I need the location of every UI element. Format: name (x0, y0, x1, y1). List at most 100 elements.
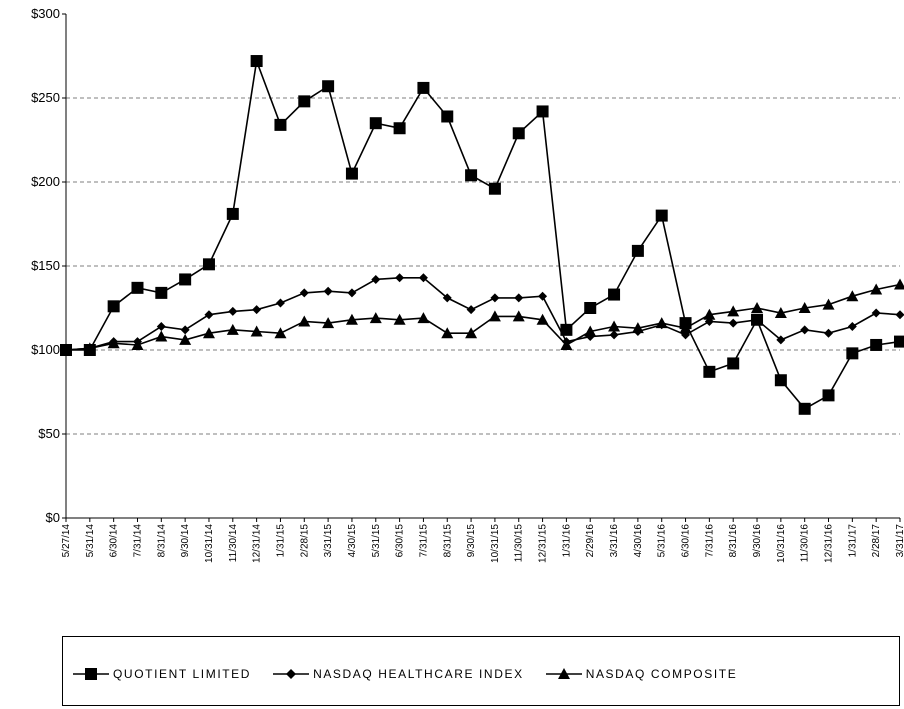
x-tick-label: 3/31/16 (609, 524, 620, 558)
data-point (322, 80, 335, 93)
data-point (107, 337, 120, 349)
legend-item-healthcare: NASDAQ HEALTHCARE INDEX (273, 667, 524, 681)
data-point (228, 306, 238, 316)
data-point (83, 342, 96, 354)
data-point (156, 321, 166, 331)
data-point (870, 283, 883, 295)
x-tick-label: 7/31/14 (132, 524, 143, 558)
data-point (204, 310, 214, 320)
diamond-marker-icon (273, 669, 310, 679)
x-tick-label: 10/31/15 (490, 524, 501, 563)
data-point (584, 325, 597, 337)
x-tick-label: 5/31/14 (85, 524, 96, 558)
y-axis-ticks: $0 $50 $100 $150 $200 $250 $300 (31, 6, 60, 525)
x-tick-label: 2/28/15 (299, 524, 310, 558)
data-point (441, 110, 454, 123)
data-point (131, 281, 144, 294)
data-point (488, 182, 501, 195)
y-tick-label: $50 (38, 426, 60, 441)
triangle-marker-icon (545, 668, 582, 679)
data-point (369, 312, 382, 324)
x-tick-label: 12/31/14 (252, 524, 263, 563)
data-point (776, 335, 786, 345)
data-point (250, 325, 263, 337)
data-point (252, 305, 262, 315)
x-tick-label: 5/31/15 (371, 524, 382, 558)
y-tick-label: $250 (31, 90, 60, 105)
data-point (609, 330, 619, 340)
y-tick-label: $150 (31, 258, 60, 273)
x-tick-label: 1/31/17 (847, 524, 858, 558)
data-point (60, 344, 72, 355)
data-point (393, 313, 406, 325)
data-point (822, 298, 835, 310)
data-point (226, 323, 239, 335)
data-point (536, 105, 549, 118)
x-tick-label: 8/31/15 (442, 524, 453, 558)
data-point (774, 307, 787, 319)
data-point (180, 325, 190, 335)
data-point (655, 317, 668, 329)
data-point (727, 305, 740, 317)
x-tick-label: 2/28/17 (871, 524, 882, 558)
data-point (847, 321, 857, 331)
x-tick-label: 4/30/16 (633, 524, 644, 558)
data-point (369, 117, 382, 130)
x-tick-label: 9/30/16 (752, 524, 763, 558)
data-point (631, 322, 644, 334)
series-line (66, 57, 901, 410)
data-point (584, 302, 597, 314)
data-point (371, 274, 381, 284)
data-point (728, 318, 738, 328)
data-point (871, 308, 881, 318)
series (60, 55, 904, 415)
data-point (560, 323, 573, 336)
x-tick-label: 3/31/15 (323, 524, 334, 558)
data-point (488, 310, 501, 322)
x-tick-label: 10/31/16 (776, 524, 787, 563)
data-point (418, 273, 428, 283)
data-point (751, 302, 764, 313)
data-point (155, 330, 168, 342)
x-tick-label: 10/31/14 (204, 524, 215, 563)
data-point (274, 118, 287, 131)
data-point (655, 209, 668, 222)
data-point (798, 402, 811, 415)
data-point (393, 122, 406, 135)
data-point (298, 315, 311, 327)
data-point (703, 365, 716, 378)
data-point (824, 328, 834, 338)
data-point (107, 300, 120, 313)
data-point (894, 278, 904, 290)
data-point (895, 310, 904, 320)
data-point (155, 286, 168, 299)
data-point (894, 335, 904, 348)
data-point (870, 338, 883, 351)
data-point (466, 305, 476, 315)
data-point (442, 293, 452, 303)
x-tick-label: 12/31/16 (824, 524, 835, 563)
x-tick-label: 3/31/17 (895, 524, 904, 558)
data-point (465, 169, 478, 182)
data-point (465, 327, 478, 339)
data-point (179, 333, 192, 345)
data-point (298, 95, 311, 108)
x-tick-label: 1/31/16 (561, 524, 572, 558)
x-tick-label: 7/31/16 (704, 524, 715, 558)
data-point (417, 81, 430, 94)
series-line (65, 283, 901, 351)
x-tick-label: 9/30/14 (180, 524, 191, 558)
x-tick-label: 8/31/14 (156, 524, 167, 558)
data-point (846, 347, 859, 360)
data-point (131, 338, 144, 350)
data-point (536, 313, 549, 325)
data-point (417, 312, 430, 324)
data-point (774, 374, 787, 387)
data-point (703, 308, 716, 320)
legend: QUOTIENT LIMITED NASDAQ HEALTHCARE INDEX… (62, 636, 900, 706)
x-tick-label: 6/30/14 (109, 524, 120, 558)
data-point (226, 207, 239, 220)
axes (62, 13, 901, 522)
data-point (727, 357, 740, 370)
data-point (846, 290, 859, 302)
